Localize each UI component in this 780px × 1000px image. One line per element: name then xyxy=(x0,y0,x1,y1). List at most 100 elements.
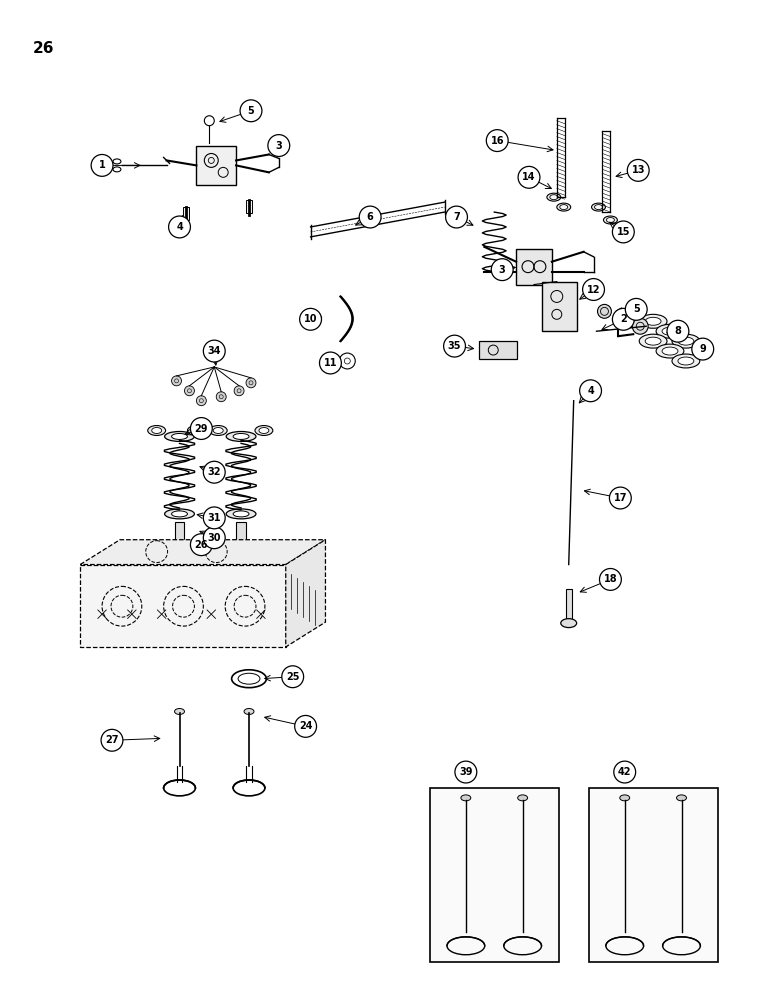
Text: 39: 39 xyxy=(459,767,473,777)
Circle shape xyxy=(612,308,634,330)
Text: 11: 11 xyxy=(324,358,337,368)
Circle shape xyxy=(91,154,113,176)
Text: 9: 9 xyxy=(700,344,706,354)
Polygon shape xyxy=(80,565,285,647)
Circle shape xyxy=(518,166,540,188)
Text: 27: 27 xyxy=(105,735,119,745)
Ellipse shape xyxy=(557,203,571,211)
Circle shape xyxy=(667,320,689,342)
Ellipse shape xyxy=(518,795,527,801)
Ellipse shape xyxy=(233,511,249,517)
Text: 5: 5 xyxy=(247,106,254,116)
Ellipse shape xyxy=(560,205,568,210)
Ellipse shape xyxy=(175,709,185,714)
Text: 24: 24 xyxy=(299,721,312,731)
Circle shape xyxy=(190,534,212,556)
Ellipse shape xyxy=(672,334,700,348)
Circle shape xyxy=(234,386,244,396)
Polygon shape xyxy=(183,207,190,220)
Circle shape xyxy=(300,308,321,330)
Ellipse shape xyxy=(672,354,700,368)
Circle shape xyxy=(168,216,190,238)
Polygon shape xyxy=(285,540,325,647)
Text: 18: 18 xyxy=(604,574,617,584)
Circle shape xyxy=(627,159,649,181)
Text: 4: 4 xyxy=(587,386,594,396)
Text: 2: 2 xyxy=(620,314,626,324)
Text: 42: 42 xyxy=(618,767,632,777)
Circle shape xyxy=(444,335,466,357)
Ellipse shape xyxy=(226,509,256,519)
Circle shape xyxy=(204,340,225,362)
Polygon shape xyxy=(175,522,185,545)
Ellipse shape xyxy=(656,324,684,338)
Circle shape xyxy=(190,418,212,439)
Ellipse shape xyxy=(606,218,615,222)
Text: 15: 15 xyxy=(616,227,630,237)
Text: 3: 3 xyxy=(499,265,505,275)
Circle shape xyxy=(101,729,123,751)
Ellipse shape xyxy=(187,426,205,435)
Text: 34: 34 xyxy=(207,346,221,356)
Ellipse shape xyxy=(678,337,694,345)
Text: 3: 3 xyxy=(275,141,282,151)
Circle shape xyxy=(626,298,647,320)
Circle shape xyxy=(282,666,303,688)
Ellipse shape xyxy=(640,334,667,348)
Text: 5: 5 xyxy=(633,304,640,314)
Ellipse shape xyxy=(172,433,187,439)
Circle shape xyxy=(360,206,381,228)
Ellipse shape xyxy=(550,195,558,200)
Circle shape xyxy=(692,338,714,360)
Ellipse shape xyxy=(165,509,194,519)
Text: 10: 10 xyxy=(304,314,317,324)
Polygon shape xyxy=(236,522,246,545)
Ellipse shape xyxy=(594,205,602,210)
Text: 8: 8 xyxy=(675,326,682,336)
Circle shape xyxy=(240,100,262,122)
Ellipse shape xyxy=(255,426,273,435)
Polygon shape xyxy=(246,200,252,213)
Text: 31: 31 xyxy=(207,513,221,523)
Circle shape xyxy=(580,380,601,402)
Ellipse shape xyxy=(547,193,561,201)
Circle shape xyxy=(486,130,508,152)
Ellipse shape xyxy=(461,795,471,801)
Ellipse shape xyxy=(676,795,686,801)
Ellipse shape xyxy=(172,511,187,517)
Text: 30: 30 xyxy=(207,533,221,543)
Polygon shape xyxy=(480,341,517,359)
Text: 4: 4 xyxy=(176,222,183,232)
Circle shape xyxy=(614,761,636,783)
Text: 26: 26 xyxy=(33,41,54,56)
Ellipse shape xyxy=(640,314,667,328)
Text: 35: 35 xyxy=(448,341,461,351)
Circle shape xyxy=(172,376,182,386)
Text: 29: 29 xyxy=(194,424,208,434)
Circle shape xyxy=(597,304,612,318)
Circle shape xyxy=(609,487,631,509)
Ellipse shape xyxy=(678,357,694,365)
Circle shape xyxy=(600,569,622,590)
Polygon shape xyxy=(80,540,325,565)
Circle shape xyxy=(295,715,317,737)
Circle shape xyxy=(197,396,207,406)
Text: 1: 1 xyxy=(99,160,105,170)
Circle shape xyxy=(204,507,225,529)
Circle shape xyxy=(612,221,634,243)
Ellipse shape xyxy=(656,344,684,358)
Polygon shape xyxy=(566,589,572,619)
Text: 17: 17 xyxy=(614,493,627,503)
Ellipse shape xyxy=(209,426,227,435)
Polygon shape xyxy=(542,282,576,331)
Ellipse shape xyxy=(233,433,249,439)
Ellipse shape xyxy=(165,431,194,441)
Ellipse shape xyxy=(151,428,161,433)
Text: 13: 13 xyxy=(632,165,645,175)
Ellipse shape xyxy=(213,428,223,433)
Circle shape xyxy=(185,386,194,396)
Circle shape xyxy=(445,206,467,228)
Ellipse shape xyxy=(645,317,661,325)
Ellipse shape xyxy=(645,337,661,345)
Text: 32: 32 xyxy=(207,467,221,477)
